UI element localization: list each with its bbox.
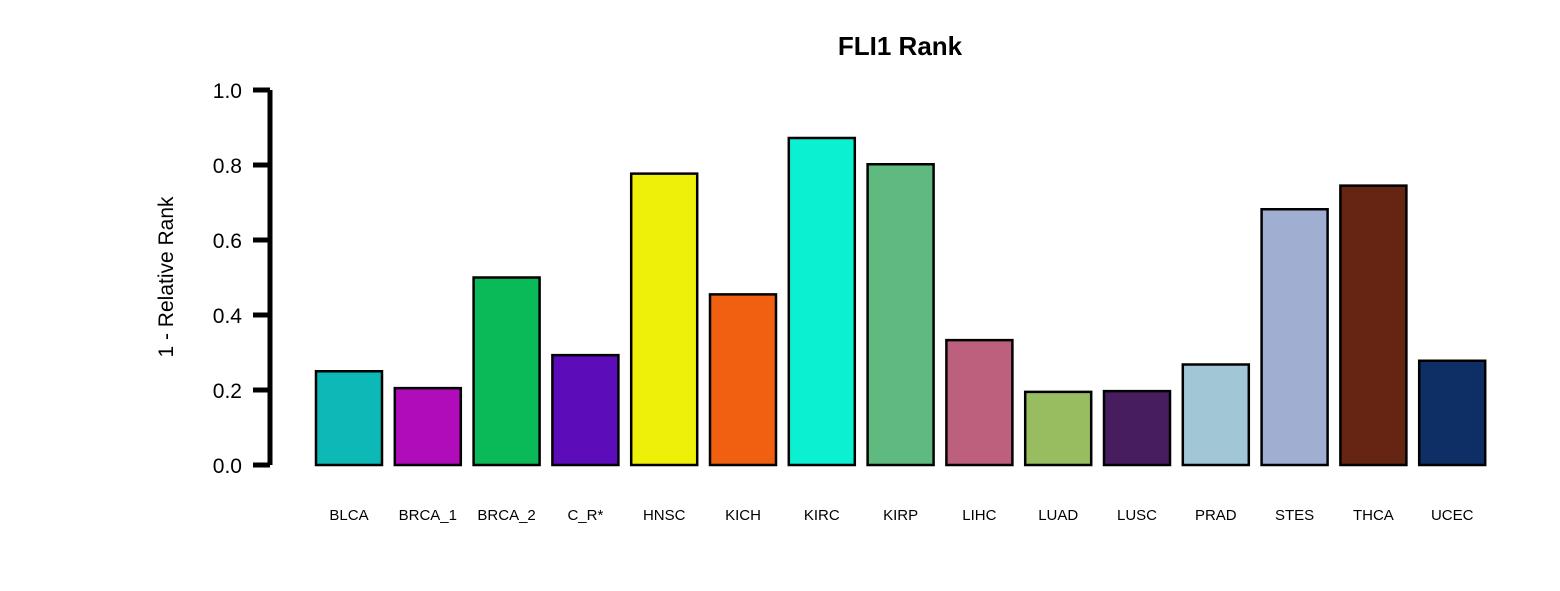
bar-brca-1 <box>393 386 463 467</box>
x-tick-label: KIRC <box>804 507 840 524</box>
chart-title: FLI1 Rank <box>838 31 963 61</box>
x-tick-label: LUSC <box>1117 507 1157 524</box>
y-tick-label: 0.6 <box>213 230 242 253</box>
bar-kirc <box>787 136 857 467</box>
x-tick-label: UCEC <box>1431 507 1474 524</box>
x-tick-label: LUAD <box>1038 507 1078 524</box>
x-tick-label: STES <box>1275 507 1314 524</box>
bar-blca <box>314 370 384 467</box>
x-tick-label: HNSC <box>643 507 686 524</box>
x-tick-label: KICH <box>725 507 761 524</box>
x-tick-label: KIRP <box>883 507 918 524</box>
x-tick-label: LIHC <box>962 507 996 524</box>
bar-ucec <box>1417 359 1487 467</box>
y-axis-label: 1 - Relative Rank <box>155 196 178 358</box>
y-tick-label: 0.4 <box>213 305 243 328</box>
bar-prad <box>1181 363 1251 467</box>
x-tick-label: C_R* <box>567 507 603 524</box>
y-tick-label: 0.0 <box>213 455 242 478</box>
bar-c-r- <box>551 353 620 467</box>
bar-kich <box>708 293 778 467</box>
bar-thca <box>1339 184 1408 467</box>
y-tick-label: 0.2 <box>213 380 242 403</box>
x-tick-labels: BLCA BRCA_1 BRCA_2 C_R* HNSC KICH KIRC KIRP LIHC… <box>329 507 1473 524</box>
y-axis: 0.0 0.2 0.4 0.6 0.8 1.0 <box>213 80 273 478</box>
bar-lusc <box>1102 389 1172 467</box>
bar-brca-2 <box>472 276 541 467</box>
x-tick-label: BRCA_1 <box>399 507 457 524</box>
bar-hnsc <box>629 172 699 467</box>
x-tick-label: PRAD <box>1195 507 1237 524</box>
bar-luad <box>1023 390 1093 467</box>
x-tick-label: THCA <box>1353 507 1394 524</box>
x-tick-label: BLCA <box>329 507 368 524</box>
bar-stes <box>1260 208 1329 467</box>
bar-kirp <box>866 163 935 467</box>
y-tick-label: 0.8 <box>213 155 242 178</box>
bar-lihc <box>945 338 1014 467</box>
y-tick-label: 1.0 <box>213 80 242 103</box>
x-tick-label: BRCA_2 <box>477 507 535 524</box>
bars-group <box>314 136 1487 467</box>
